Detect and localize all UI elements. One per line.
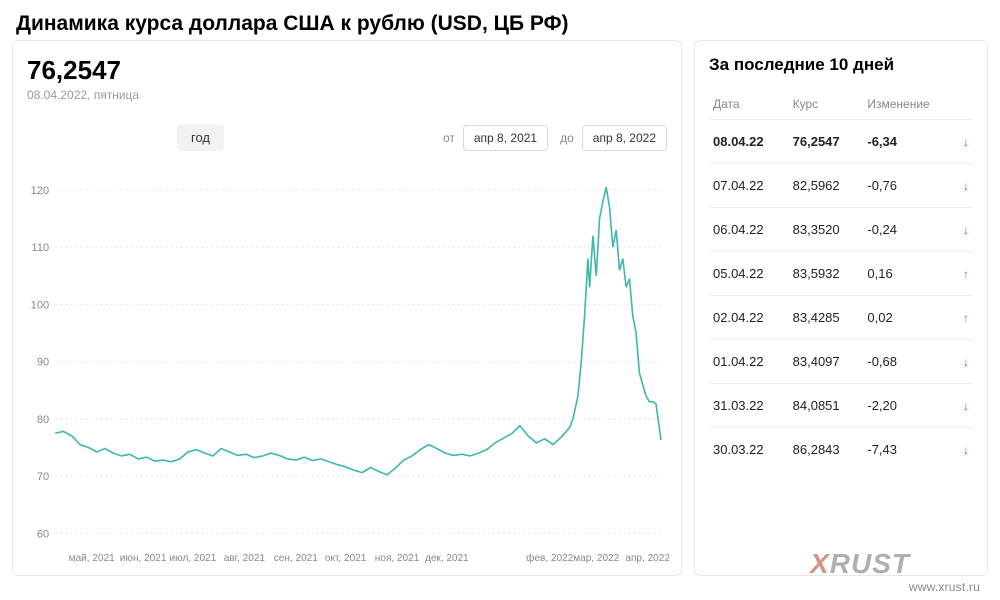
cell-date: 01.04.22: [709, 340, 789, 384]
svg-text:110: 110: [32, 242, 50, 254]
arrow-down-icon: ↓: [963, 355, 969, 369]
table-row: 30.03.2286,2843-7,43 ↓: [709, 428, 973, 472]
cell-rate: 83,4097: [789, 340, 864, 384]
table-row: 02.04.2283,42850,02 ↑: [709, 296, 973, 340]
cell-rate: 86,2843: [789, 428, 864, 472]
cell-date: 05.04.22: [709, 252, 789, 296]
cell-change: 0,02: [863, 296, 959, 340]
table-row: 06.04.2283,3520-0,24 ↓: [709, 208, 973, 252]
table-row: 07.04.2282,5962-0,76 ↓: [709, 164, 973, 208]
cell-rate: 84,0851: [789, 384, 864, 428]
table-row: 05.04.2283,59320,16 ↑: [709, 252, 973, 296]
arrow-up-icon: ↑: [963, 267, 969, 281]
col-change: Изменение: [863, 89, 959, 120]
date-to-label: до: [560, 131, 574, 145]
svg-text:100: 100: [31, 299, 49, 311]
svg-text:дек, 2021: дек, 2021: [425, 553, 469, 564]
table-row: 01.04.2283,4097-0,68 ↓: [709, 340, 973, 384]
cell-date: 06.04.22: [709, 208, 789, 252]
arrow-down-icon: ↓: [963, 179, 969, 193]
svg-text:ноя, 2021: ноя, 2021: [375, 553, 420, 564]
page-title: Динамика курса доллара США к рублю (USD,…: [0, 0, 1000, 40]
cell-date: 07.04.22: [709, 164, 789, 208]
svg-text:фев, 2022: фев, 2022: [526, 552, 574, 564]
col-rate: Курс: [789, 89, 864, 120]
svg-text:апр, 2022: апр, 2022: [625, 553, 669, 564]
chart-panel: 76,2547 08.04.2022, пятница год от апр 8…: [12, 40, 682, 576]
svg-text:70: 70: [37, 471, 49, 483]
chart-area: 60 70 80 90 100 110 120 май, 2021 июн, 2021июл, …: [25, 161, 669, 567]
date-from-picker[interactable]: апр 8, 2021: [463, 125, 548, 151]
svg-text:90: 90: [37, 357, 49, 369]
svg-text:авг, 2021: авг, 2021: [224, 553, 266, 564]
arrow-up-icon: ↑: [963, 311, 969, 325]
cell-date: 31.03.22: [709, 384, 789, 428]
current-rate-value: 76,2547: [27, 55, 139, 86]
svg-text:мар, 2022: мар, 2022: [573, 553, 619, 564]
cell-rate: 76,2547: [789, 120, 864, 164]
cell-rate: 83,5932: [789, 252, 864, 296]
table-row: 08.04.2276,2547-6,34 ↓: [709, 120, 973, 164]
date-from-label: от: [443, 131, 455, 145]
period-button-year[interactable]: год: [177, 124, 224, 151]
cell-change: 0,16: [863, 252, 959, 296]
cell-rate: 83,4285: [789, 296, 864, 340]
svg-text:июл, 2021: июл, 2021: [170, 553, 217, 564]
date-to-picker[interactable]: апр 8, 2022: [582, 125, 667, 151]
svg-text:май, 2021: май, 2021: [69, 553, 115, 564]
svg-text:80: 80: [37, 414, 49, 426]
cell-date: 02.04.22: [709, 296, 789, 340]
line-chart: 60 70 80 90 100 110 120 май, 2021 июн, 2021июл, …: [25, 161, 669, 567]
cell-change: -0,76: [863, 164, 959, 208]
cell-date: 08.04.22: [709, 120, 789, 164]
cell-rate: 83,3520: [789, 208, 864, 252]
svg-text:окт, 2021: окт, 2021: [325, 553, 367, 564]
arrow-down-icon: ↓: [963, 443, 969, 457]
current-rate-date: 08.04.2022, пятница: [27, 88, 139, 102]
watermark-url: www.xrust.ru: [909, 580, 980, 594]
arrow-down-icon: ↓: [963, 399, 969, 413]
table-row: 31.03.2284,0851-2,20 ↓: [709, 384, 973, 428]
svg-text:60: 60: [37, 528, 49, 540]
arrow-down-icon: ↓: [963, 223, 969, 237]
svg-text:сен, 2021: сен, 2021: [274, 553, 318, 564]
cell-change: -2,20: [863, 384, 959, 428]
svg-text:июн, 2021: июн, 2021: [120, 553, 167, 564]
cell-change: -7,43: [863, 428, 959, 472]
last-10-days-panel: За последние 10 дней Дата Курс Изменение…: [694, 40, 988, 576]
arrow-down-icon: ↓: [963, 135, 969, 149]
col-date: Дата: [709, 89, 789, 120]
cell-date: 30.03.22: [709, 428, 789, 472]
cell-change: -0,24: [863, 208, 959, 252]
rate-table: Дата Курс Изменение 08.04.2276,2547-6,34…: [709, 89, 973, 471]
svg-text:120: 120: [31, 185, 49, 197]
cell-change: -6,34: [863, 120, 959, 164]
cell-rate: 82,5962: [789, 164, 864, 208]
cell-change: -0,68: [863, 340, 959, 384]
table-title: За последние 10 дней: [709, 55, 973, 75]
